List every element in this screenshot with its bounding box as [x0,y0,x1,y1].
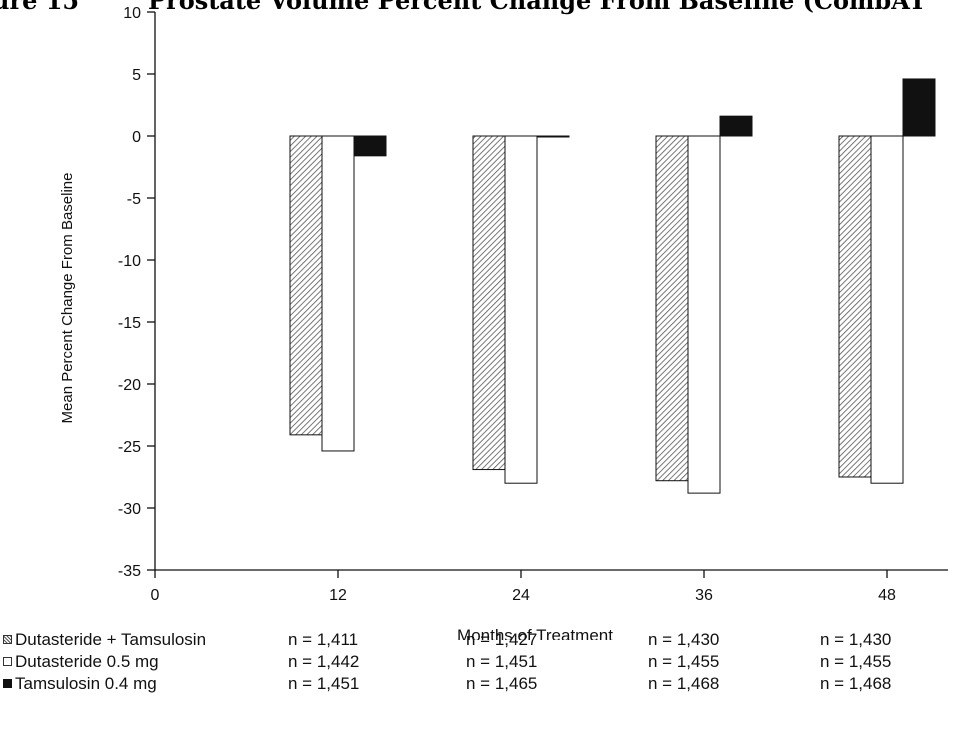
y-tick-label: -15 [118,315,141,332]
n-value: n = 1,455 [648,652,720,671]
bar [289,135,323,436]
hatched-square-icon [3,635,12,644]
n-value: n = 1,411 [288,630,359,649]
bar [536,135,570,138]
n-value: n = 1,451 [288,674,360,693]
bar [472,135,506,471]
y-tick-label: 5 [132,67,141,84]
n-row-dutasteride: Dutasteride 0.5 mg n = 1,442 n = 1,451 n… [0,652,958,674]
bar [504,135,538,484]
y-tick-label: -25 [118,439,141,456]
figure-label: ure 15 [0,0,80,15]
white-square-icon [3,657,12,666]
n-value: n = 1,430 [820,630,892,649]
y-tick-label: -10 [118,253,141,270]
y-tick-label: -5 [127,191,141,208]
n-value: n = 1,442 [288,652,360,671]
y-tick-label: 0 [132,129,141,146]
y-tick-label: -20 [118,377,141,394]
n-row-name: Dutasteride + Tamsulosin [15,630,207,649]
bar-marks [289,78,936,494]
y-axis-label: Mean Percent Change From Baseline [59,173,76,424]
y-tick-label: 10 [123,5,141,22]
n-value: n = 1,430 [648,630,720,649]
bar [687,135,721,494]
x-tick-label: 48 [878,587,896,604]
black-square-icon [3,679,12,688]
x-tick-label: 0 [151,587,160,604]
x-axis-label: Months of Treatment [457,626,613,640]
sample-size-table: Dutasteride + Tamsulosin n = 1,411 n = 1… [0,630,958,696]
bar [870,135,904,484]
bar [655,135,689,482]
bar [353,135,387,157]
n-value: n = 1,465 [466,674,538,693]
n-row-combination: Dutasteride + Tamsulosin n = 1,411 n = 1… [0,630,958,652]
bar [321,135,355,452]
y-tick-label: -30 [118,501,141,518]
x-axis: 0 12 24 36 48 [151,569,948,604]
y-tick-label: -35 [118,563,141,580]
n-value: n = 1,468 [820,674,892,693]
figure-title: Prostate Volume Percent Change From Base… [148,0,927,15]
n-row-name: Tamsulosin 0.4 mg [15,674,157,693]
bar [719,115,753,137]
n-row-tamsulosin: Tamsulosin 0.4 mg n = 1,451 n = 1,465 n … [0,674,958,696]
n-value: n = 1,468 [648,674,720,693]
bar [902,78,936,137]
y-axis: 10 5 0 -5 -10 -15 -20 -25 -30 -35 [118,5,156,580]
x-tick-label: 24 [512,587,530,604]
x-tick-label: 36 [695,587,713,604]
n-value: n = 1,427 [466,630,538,649]
n-value: n = 1,455 [820,652,892,671]
n-row-name: Dutasteride 0.5 mg [15,652,159,671]
figure-title-area: ure 15 Prostate Volume Percent Change Fr… [0,0,958,26]
bar-chart: 10 5 0 -5 -10 -15 -20 -25 -30 -35 0 12 24 36 48 Mean … [59,5,948,640]
x-tick-label: 12 [329,587,347,604]
n-value: n = 1,451 [466,652,538,671]
bar [838,135,872,478]
